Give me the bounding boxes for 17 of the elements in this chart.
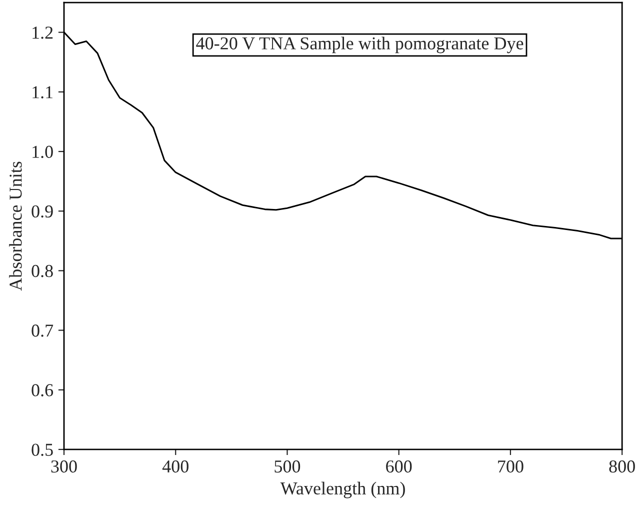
y-tick-label: 0.5	[32, 444, 53, 456]
y-tick-label: 0.7	[32, 324, 54, 337]
x-tick-label: 700	[498, 460, 524, 473]
y-tick-label: 1.0	[32, 146, 53, 158]
y-tick-label: 0.8	[32, 264, 53, 278]
y-tick-label: 0.6	[32, 384, 54, 396]
x-tick-label: 300	[51, 460, 77, 473]
y-tick-label: 0.9	[32, 205, 53, 218]
x-tick-label: 500	[274, 460, 300, 473]
x-tick-label: 600	[386, 460, 412, 473]
x-tick-label: 800	[609, 460, 635, 473]
x-tick-label: 400	[162, 460, 188, 473]
y-tick-label: 1.2	[32, 26, 53, 39]
annotation: 40-20 V TNA Sample with pomogranate Dye	[196, 36, 524, 54]
y-axis-title: Absorbance Units	[9, 162, 22, 291]
y-tick-label: 1.1	[32, 86, 52, 98]
x-axis-title: Wavelength (nm)	[280, 482, 405, 498]
